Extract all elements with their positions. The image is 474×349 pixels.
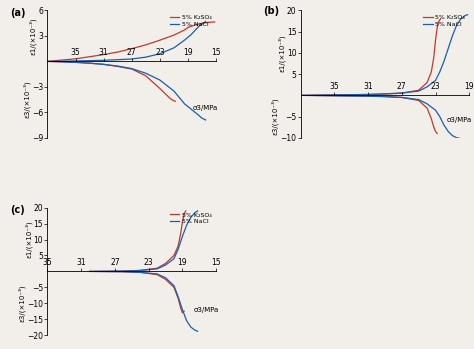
Text: σ3/MPa: σ3/MPa (193, 105, 218, 111)
Text: σ3/MPa: σ3/MPa (447, 117, 472, 123)
Y-axis label: ε1/(×10⁻³): ε1/(×10⁻³) (25, 221, 32, 258)
Legend: 5% K₂SO₄, 5% NaCl: 5% K₂SO₄, 5% NaCl (169, 211, 213, 225)
Y-axis label: ε3/(×10⁻³): ε3/(×10⁻³) (18, 284, 26, 322)
Y-axis label: ε3/(×10⁻³): ε3/(×10⁻³) (23, 81, 31, 118)
Y-axis label: ε1/(×10⁻³): ε1/(×10⁻³) (278, 34, 285, 72)
Text: (a): (a) (10, 8, 26, 18)
Y-axis label: ε1/(×10⁻³): ε1/(×10⁻³) (29, 17, 37, 55)
Legend: 5% K₂SO₄, 5% NaCl: 5% K₂SO₄, 5% NaCl (169, 14, 213, 28)
Legend: 5% K₂SO₄, 5% NaCl: 5% K₂SO₄, 5% NaCl (422, 14, 466, 28)
Text: (c): (c) (10, 205, 25, 215)
Text: σ3/MPa: σ3/MPa (193, 307, 219, 313)
Y-axis label: ε3/(×10⁻³): ε3/(×10⁻³) (272, 98, 279, 135)
Text: (b): (b) (264, 6, 280, 16)
